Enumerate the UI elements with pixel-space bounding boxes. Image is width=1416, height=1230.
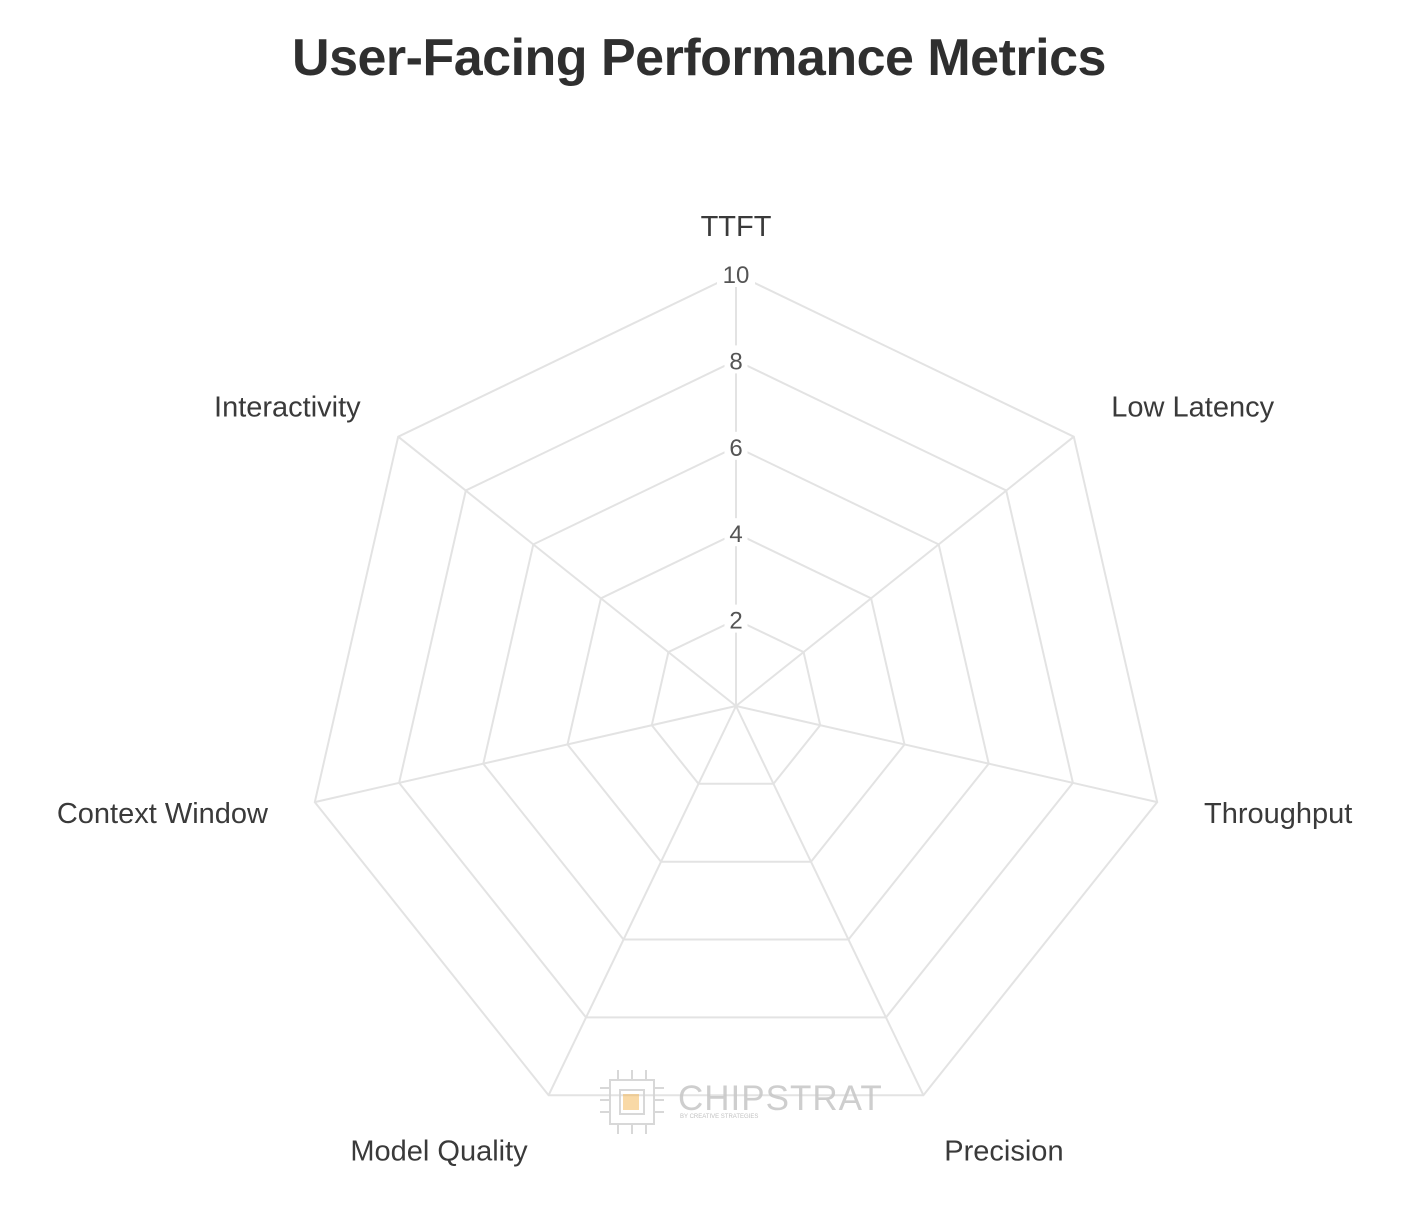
tick-backdrop-6 — [724, 431, 748, 460]
spoke-throughput — [735, 705, 1158, 804]
axis-label-throughput: Throughput — [1204, 798, 1352, 830]
tick-label-2: 2 — [729, 608, 742, 635]
grid-ring-10 — [313, 272, 1159, 1097]
axis-label-context-window: Context Window — [57, 798, 269, 830]
tick-label-10: 10 — [723, 262, 750, 289]
axis-label-ttft: TTFT — [701, 211, 772, 243]
axis-label-precision: Precision — [944, 1136, 1063, 1168]
spoke-low-latency — [735, 435, 1075, 707]
chipstrat-watermark: CHIPSTRAT BY CREATIVE STRATEGIES — [600, 1070, 883, 1134]
chip-logo-icon — [600, 1070, 664, 1134]
grid-ring-8 — [398, 359, 1074, 1019]
radar-axis-labels: TTFT Low Latency Throughput Precision Model … — [57, 211, 1352, 1168]
grid-ring-4 — [566, 532, 906, 863]
axis-label-low-latency: Low Latency — [1111, 392, 1274, 424]
radar-spokes — [314, 274, 1158, 1096]
tick-backdrop-8 — [724, 345, 748, 374]
axis-label-interactivity: Interactivity — [214, 392, 361, 424]
spoke-precision — [735, 705, 925, 1096]
tick-label-6: 6 — [729, 435, 742, 462]
watermark-tagline: BY CREATIVE STRATEGIES — [680, 1114, 758, 1120]
watermark-brand: CHIPSTRAT — [678, 1079, 883, 1118]
spoke-interactivity — [397, 435, 737, 707]
radar-tick-labels: 2 4 6 8 10 — [717, 259, 755, 635]
tick-label-8: 8 — [729, 348, 742, 375]
tick-label-4: 4 — [729, 521, 742, 548]
tick-backdrop-10 — [717, 259, 755, 287]
radar-grid — [313, 272, 1159, 1097]
grid-ring-2 — [650, 618, 822, 785]
spoke-context-window — [314, 705, 737, 804]
chart-title: User-Facing Performance Metrics — [292, 29, 1106, 87]
tick-backdrop-4 — [724, 518, 748, 547]
tick-backdrop-2 — [724, 604, 748, 633]
axis-label-model-quality: Model Quality — [350, 1136, 528, 1168]
grid-ring-6 — [482, 445, 990, 941]
spoke-model-quality — [547, 705, 737, 1096]
